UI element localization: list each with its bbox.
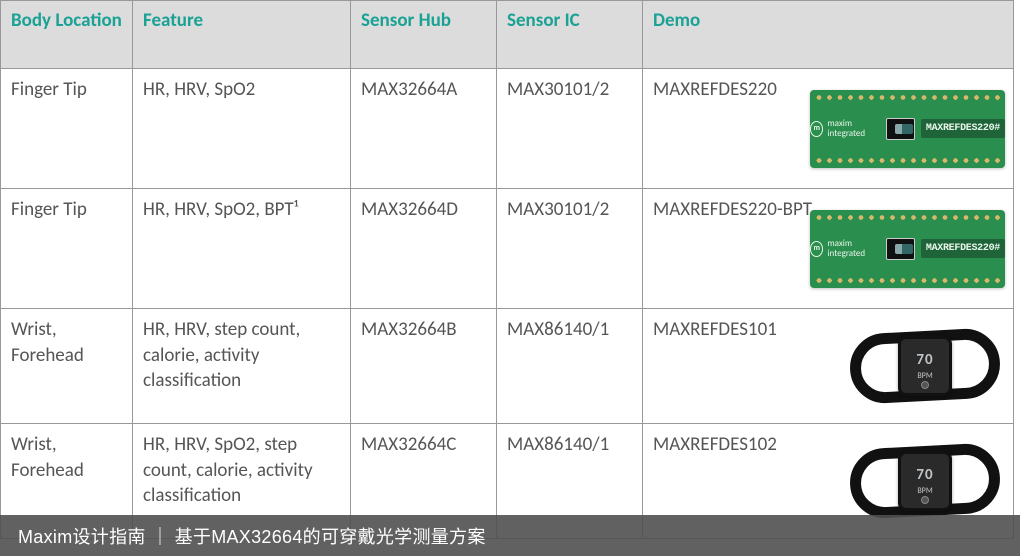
col-header-body-location: Body Location	[1, 1, 133, 69]
cell-demo: MAXREFDES220-BPT mmaxim integrated MAXRE…	[643, 189, 1014, 309]
demo-label: MAXREFDES220	[653, 78, 777, 101]
cell-demo: MAXREFDES220 mmaxim integrated MAXREFDES…	[643, 69, 1014, 189]
demo-label: MAXREFDES220-BPT	[653, 198, 812, 221]
pcb-board-icon: mmaxim integrated MAXREFDES220#	[810, 210, 1005, 288]
smartwatch-icon: 70 BPM	[845, 322, 1005, 410]
pcb-board-icon: mmaxim integrated MAXREFDES220#	[810, 90, 1005, 168]
demo-label: MAXREFDES101	[653, 318, 777, 341]
table-row: Finger Tip HR, HRV, SpO2 MAX32664A MAX30…	[1, 69, 1014, 189]
col-header-sensor-ic: Sensor IC	[497, 1, 643, 69]
cell-feature: HR, HRV, SpO2	[133, 69, 351, 189]
table-row: Wrist, Forehead HR, HRV, step count, cal…	[1, 309, 1014, 424]
cell-feature: HR, HRV, SpO2, BPT¹	[133, 189, 351, 309]
cell-sensor-hub: MAX32664D	[351, 189, 497, 309]
cell-sensor-hub: MAX32664B	[351, 309, 497, 424]
col-header-demo: Demo	[643, 1, 1014, 69]
footer-caption: Maxim设计指南 ｜ 基于MAX32664的可穿戴光学测量方案	[0, 515, 1020, 556]
col-header-sensor-hub: Sensor Hub	[351, 1, 497, 69]
table-header-row: Body Location Feature Sensor Hub Sensor …	[1, 1, 1014, 69]
cell-demo: MAXREFDES101 70 BPM	[643, 309, 1014, 424]
cell-body-location: Wrist, Forehead	[1, 309, 133, 424]
cell-body-location: Finger Tip	[1, 69, 133, 189]
demo-label: MAXREFDES102	[653, 433, 777, 456]
sensor-table: Body Location Feature Sensor Hub Sensor …	[0, 0, 1014, 539]
cell-sensor-hub: MAX32664A	[351, 69, 497, 189]
cell-body-location: Finger Tip	[1, 189, 133, 309]
cell-sensor-ic: MAX30101/2	[497, 69, 643, 189]
cell-sensor-ic: MAX30101/2	[497, 189, 643, 309]
footer-text: Maxim设计指南 ｜ 基于MAX32664的可穿戴光学测量方案	[18, 523, 486, 549]
cell-feature: HR, HRV, step count, calorie, activity c…	[133, 309, 351, 424]
cell-sensor-ic: MAX86140/1	[497, 309, 643, 424]
smartwatch-icon: 70 BPM	[845, 437, 1005, 525]
col-header-feature: Feature	[133, 1, 351, 69]
table-row: Finger Tip HR, HRV, SpO2, BPT¹ MAX32664D…	[1, 189, 1014, 309]
